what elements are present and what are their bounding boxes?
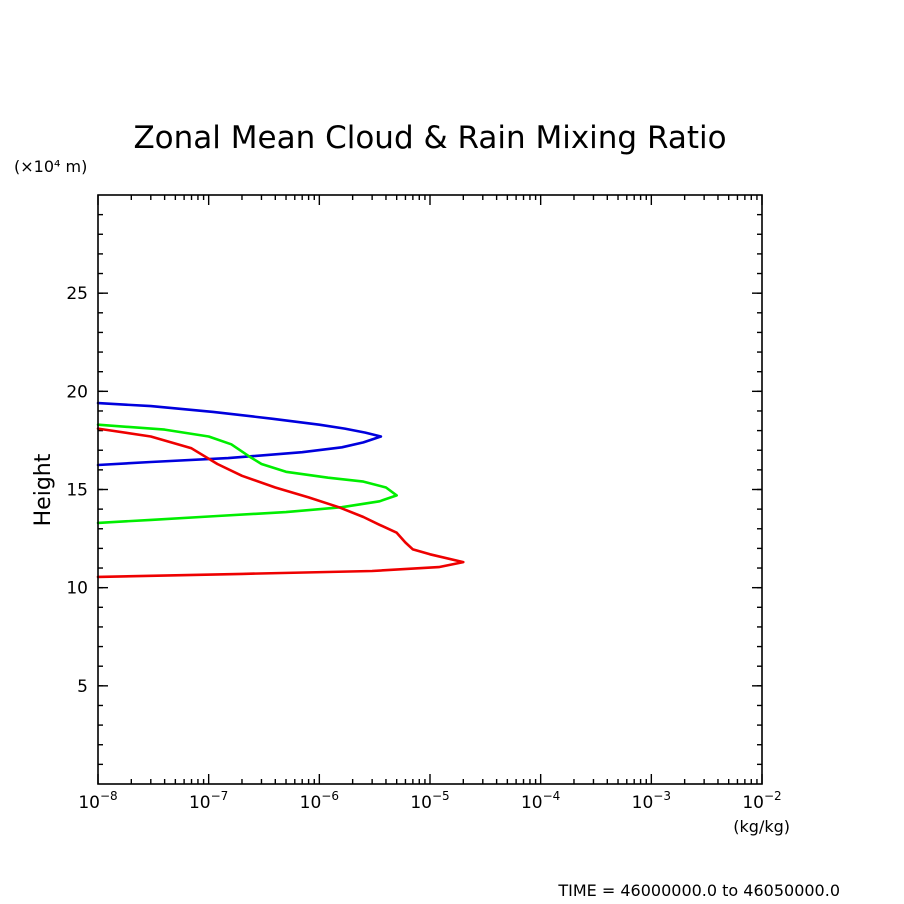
x-tick-label: 10−8 <box>78 789 117 813</box>
y-axis-unit: (×10⁴ m) <box>14 157 87 176</box>
x-tick-label: 10−7 <box>189 789 228 813</box>
y-tick-label: 20 <box>66 382 88 402</box>
y-tick-label: 5 <box>77 677 88 697</box>
plot-frame <box>97 194 763 785</box>
y-axis-label: Height <box>31 453 56 526</box>
chart-title: Zonal Mean Cloud & Rain Mixing Ratio <box>133 120 726 156</box>
x-tick-label: 10−5 <box>410 789 449 813</box>
series-line-3 <box>96 427 465 579</box>
x-tick-label: 10−3 <box>632 789 671 813</box>
x-axis-unit: (kg/kg) <box>733 817 790 836</box>
series-line-2 <box>96 423 398 525</box>
x-tick-label: 10−2 <box>742 789 781 813</box>
axes: 5 10 15 20 25 10−8 10−7 10−6 10−5 10−4 10−3 10−2 <box>66 195 782 813</box>
series-layer <box>96 401 465 579</box>
time-annotation: TIME = 46000000.0 to 46050000.0 <box>557 881 840 900</box>
y-tick-label: 10 <box>66 579 88 599</box>
series-line-1 <box>96 401 383 467</box>
y-tick-label: 15 <box>66 481 88 501</box>
y-tick-label: 25 <box>66 284 88 304</box>
x-tick-label: 10−4 <box>521 789 560 813</box>
x-tick-label: 10−6 <box>300 789 339 813</box>
